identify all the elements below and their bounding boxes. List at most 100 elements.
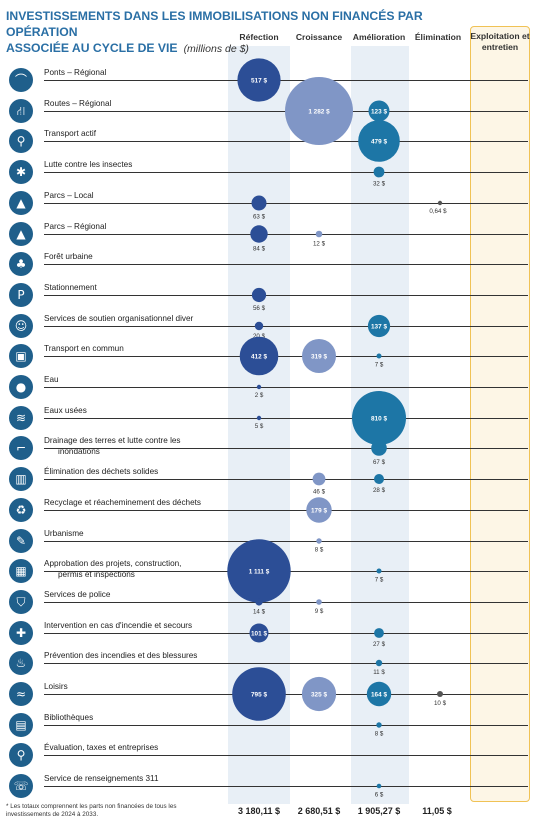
flame-icon: ♨ xyxy=(9,651,33,676)
row-divider xyxy=(44,326,528,327)
bubble-value-label: 6 $ xyxy=(375,791,384,798)
bubble-value-label: 67 $ xyxy=(373,459,386,466)
bubble-value-label: 5 $ xyxy=(255,423,264,430)
row-divider xyxy=(44,80,528,81)
bubble-value-label: 12 $ xyxy=(313,240,326,247)
bubble-croissance xyxy=(301,676,337,712)
total-amelioration: 1 905,27 $ xyxy=(357,806,401,816)
row-label: Ponts – Régional xyxy=(44,68,107,77)
bubble-value-label: 2 $ xyxy=(255,392,264,399)
row-label: Approbation des projets, construction, pe… xyxy=(44,559,181,580)
bubble-value-label: 14 $ xyxy=(253,609,266,616)
drainage-icon: ⌐ xyxy=(9,436,33,461)
bubble-value-label: 795 $ xyxy=(251,692,267,699)
bubble-refection xyxy=(237,58,281,102)
bubble-value-label: 412 $ xyxy=(251,354,267,361)
row-divider xyxy=(44,786,528,787)
row-label: Parcs – Local xyxy=(44,190,94,200)
bubble-croissance xyxy=(315,230,323,238)
bubble-value-label: 164 $ xyxy=(371,692,387,699)
bubble-value-label: 11 $ xyxy=(373,669,385,676)
row-divider xyxy=(44,602,528,603)
bug-icon: ✱ xyxy=(9,160,33,185)
row-label-line2: inondations xyxy=(58,446,100,456)
row-label: Transport en commun xyxy=(44,344,124,354)
bubble-croissance xyxy=(316,599,322,605)
bubble-value-label: 84 $ xyxy=(253,246,266,253)
bubble-value-label: 56 $ xyxy=(253,305,266,312)
row-label: Services de police xyxy=(44,589,111,599)
row-label: Transport actif xyxy=(44,129,97,139)
buildings-icon: ▦ xyxy=(9,559,33,584)
bubble-amelioration xyxy=(358,120,400,162)
row-divider xyxy=(44,418,528,419)
row-label-line1: Drainage des terres et lutte contre les xyxy=(44,436,181,446)
row-label: Urbanisme xyxy=(44,528,84,538)
total-refection: 3 180,11 $ xyxy=(237,806,281,816)
bubble-value-label: 123 $ xyxy=(371,109,387,116)
bubble-amelioration xyxy=(374,628,384,638)
row-label: Forêt urbaine xyxy=(44,252,93,262)
bubble-value-label: 32 $ xyxy=(373,180,386,187)
police-shield-icon: ⛉ xyxy=(9,589,33,614)
row-divider xyxy=(44,234,528,235)
chart-title: INVESTISSEMENTS DANS LES IMMOBILISATIONS… xyxy=(6,8,446,57)
bubble-amelioration xyxy=(352,391,406,445)
row-label: Routes – Régional xyxy=(44,98,112,108)
bubble-elimination xyxy=(437,200,443,206)
row-divider xyxy=(44,295,528,296)
bubble-value-label: 137 $ xyxy=(371,324,387,331)
row-label: Loisirs xyxy=(44,682,68,691)
water-drop-icon: ● xyxy=(9,375,33,399)
row-divider xyxy=(44,448,528,449)
bubble-value-label: 7 $ xyxy=(375,577,384,584)
row-label: Lutte contre les insectes xyxy=(44,160,133,170)
total-elimination: 11,05 $ xyxy=(422,806,452,816)
column-header-amelioration: Amélioration xyxy=(352,32,406,42)
row-divider xyxy=(44,356,528,357)
bubble-refection xyxy=(256,384,262,390)
row-divider xyxy=(44,663,528,664)
chart-title-line1: INVESTISSEMENTS DANS LES IMMOBILISATIONS… xyxy=(6,9,423,39)
bubble-value-label: 63 $ xyxy=(253,214,266,221)
row-divider xyxy=(44,510,528,511)
bubble-refection xyxy=(250,225,268,243)
bubble-amelioration xyxy=(367,314,391,338)
bubble-refection xyxy=(254,321,264,331)
row-label: Évaluation, taxes et entreprises xyxy=(44,743,159,753)
bubble-refection xyxy=(232,667,286,721)
row-label: Intervention en cas d'incendie et secour… xyxy=(44,620,193,630)
tree-icon: ▲ xyxy=(9,190,33,215)
row-label: Bibliothèques xyxy=(44,712,94,722)
bubble-value-label: 479 $ xyxy=(371,139,387,146)
bubble-amelioration xyxy=(366,681,392,707)
pencil-icon: ✎ xyxy=(9,528,33,553)
row-label: Drainage des terres et lutte contre les i… xyxy=(44,436,181,457)
fire-rescue-icon: ✚ xyxy=(9,620,33,645)
bubble-value-label: 10 $ xyxy=(434,700,447,707)
row-label: Services de soutien organisationnel dive… xyxy=(44,313,194,323)
bubble-amelioration xyxy=(375,659,383,667)
bridge-icon: ⌒ xyxy=(9,68,33,92)
row-label: Recyclage et réacheminement des déchets xyxy=(44,497,202,507)
total-croissance: 2 680,51 $ xyxy=(297,806,341,816)
bubble-value-label: 325 $ xyxy=(311,692,327,699)
bubble-refection xyxy=(251,195,267,211)
bubble-refection xyxy=(255,598,263,606)
magnifier-icon: ⚲ xyxy=(9,743,33,768)
bubble-value-label: 28 $ xyxy=(373,487,386,494)
row-divider xyxy=(44,141,528,142)
row-label: Eaux usées xyxy=(44,405,87,415)
bubble-amelioration xyxy=(368,100,390,122)
bubble-refection xyxy=(251,287,267,303)
exploitation-column-band xyxy=(470,26,530,802)
row-divider xyxy=(44,541,528,542)
bubble-refection xyxy=(249,623,269,643)
row-label: Service de renseignements 311 xyxy=(44,774,159,784)
row-label: Eau xyxy=(44,375,59,384)
row-label-line2: permis et inspections xyxy=(58,569,135,579)
row-divider xyxy=(44,725,528,726)
bubble-value-label: 27 $ xyxy=(373,641,386,648)
row-divider xyxy=(44,387,528,388)
